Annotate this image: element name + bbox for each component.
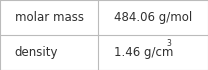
Text: molar mass: molar mass: [15, 11, 84, 24]
Text: 1.46 g/cm: 1.46 g/cm: [114, 46, 174, 59]
Text: density: density: [15, 46, 58, 59]
Text: 3: 3: [167, 39, 172, 48]
Text: 484.06 g/mol: 484.06 g/mol: [114, 11, 193, 24]
